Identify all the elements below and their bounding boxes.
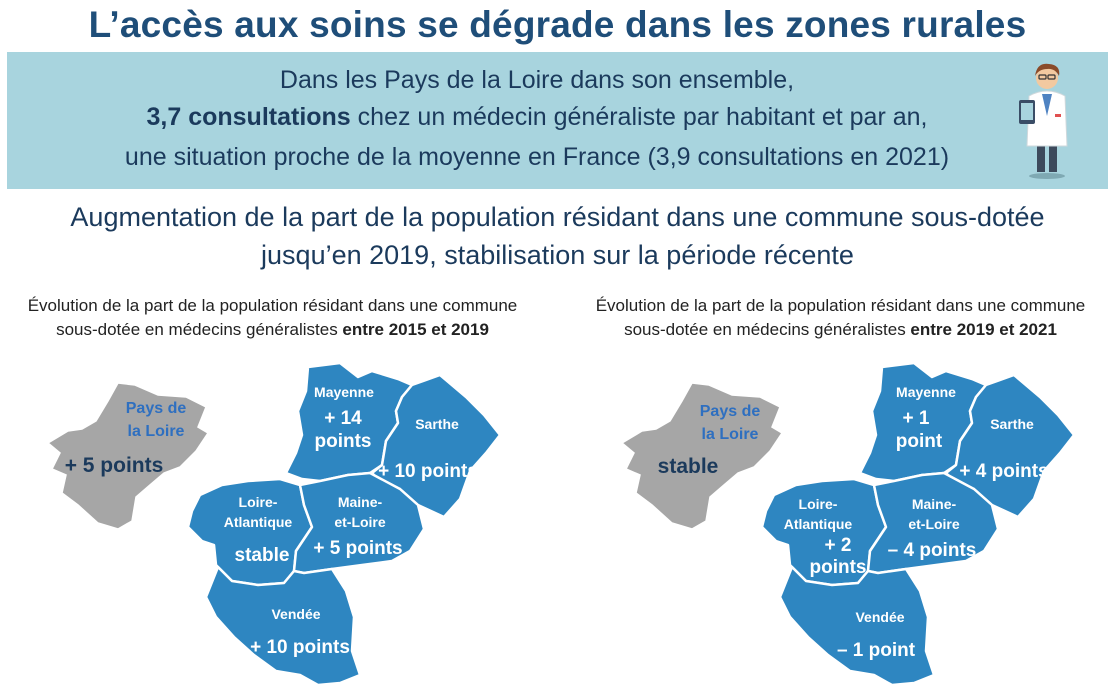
value-mayenne-line-2: point: [896, 431, 943, 452]
map-2015-2019: Pays de la Loire + 5 points Mayenne + 14…: [46, 361, 502, 687]
map-1-caption-line-1: Évolution de la part de la population ré…: [27, 296, 518, 315]
map-2-caption: Évolution de la part de la population ré…: [568, 294, 1113, 342]
map-1-caption-period: entre 2015 et 2019: [342, 320, 489, 339]
region-value: + 5 points: [65, 454, 164, 477]
label-sarthe: Sarthe: [415, 416, 459, 432]
value-loire-atlantique-line-1: stable: [235, 545, 290, 566]
value-mayenne-line-1: + 14: [324, 408, 362, 429]
label-maine-et-loire-line-1: Maine-: [912, 496, 957, 512]
region-silhouette: [46, 382, 210, 530]
map-1-caption-text: sous-dotée en médecins généralistes: [56, 320, 343, 339]
doctor-icon: [1019, 63, 1068, 179]
banner-line-2: 3,7 consultations chez un médecin généra…: [7, 103, 1067, 132]
dept-vendee: [204, 565, 362, 687]
map-2-caption-text: sous-dotée en médecins généralistes: [624, 320, 911, 339]
map-2019-2021: Pays de la Loire stable Mayenne + 1 poin…: [620, 361, 1076, 687]
value-vendee: – 1 point: [837, 640, 916, 661]
banner-line-3: une situation proche de la moyenne en Fr…: [124, 143, 950, 171]
dept-maine-et-loire: [866, 471, 1000, 575]
banner-line-2-rest: chez un médecin généraliste par habitant…: [350, 103, 928, 131]
map-2-caption-line-1: Évolution de la part de la population ré…: [595, 296, 1086, 315]
value-maine-et-loire: – 4 points: [888, 540, 977, 561]
label-vendee: Vendée: [855, 609, 904, 625]
value-vendee: + 10 points: [250, 637, 350, 658]
label-maine-et-loire-line-2: et-Loire: [334, 514, 386, 530]
page-title: L’accès aux soins se dégrade dans les zo…: [88, 4, 1027, 45]
banner-highlight: 3,7 consultations: [146, 103, 351, 131]
label-vendee: Vendée: [271, 606, 320, 622]
dept-vendee: [778, 565, 936, 687]
label-loire-atlantique-line-2: Atlantique: [224, 514, 293, 530]
dept-maine-et-loire: [292, 471, 426, 575]
label-mayenne: Mayenne: [896, 384, 956, 400]
region-name-line-1: Pays de: [700, 403, 761, 420]
region-silhouette: [620, 382, 784, 530]
value-loire-atlantique-line-1: + 2: [825, 535, 852, 556]
map-1-caption-line-2: sous-dotée en médecins généralistes entr…: [0, 318, 545, 342]
label-maine-et-loire-line-1: Maine-: [338, 494, 383, 510]
label-maine-et-loire-line-2: et-Loire: [908, 516, 960, 532]
subtitle-line-1: Augmentation de la part de la population…: [70, 202, 1045, 232]
value-maine-et-loire: + 5 points: [313, 538, 402, 559]
info-banner: Dans les Pays de la Loire dans son ensem…: [7, 52, 1108, 189]
value-sarthe: + 4 points: [959, 461, 1048, 482]
label-loire-atlantique-line-1: Loire-: [239, 494, 278, 510]
value-sarthe: + 10 points: [378, 461, 478, 482]
map-1-caption: Évolution de la part de la population ré…: [0, 294, 545, 342]
label-loire-atlantique-line-1: Loire-: [799, 496, 838, 512]
label-mayenne: Mayenne: [314, 384, 374, 400]
map-2-caption-period: entre 2019 et 2021: [910, 320, 1057, 339]
banner-line-1: Dans les Pays de la Loire dans son ensem…: [279, 66, 795, 94]
region-name-line-2: la Loire: [702, 426, 759, 443]
value-loire-atlantique-line-2: points: [810, 557, 867, 578]
map-2-caption-line-2: sous-dotée en médecins généralistes entr…: [568, 318, 1113, 342]
label-loire-atlantique-line-2: Atlantique: [784, 516, 853, 532]
region-value: stable: [658, 455, 719, 478]
label-sarthe: Sarthe: [990, 416, 1034, 432]
subtitle-line-2: jusqu’en 2019, stabilisation sur la péri…: [261, 240, 854, 270]
value-mayenne-line-2: points: [315, 431, 372, 452]
region-name-line-2: la Loire: [128, 423, 185, 440]
value-mayenne-line-1: + 1: [903, 408, 930, 429]
region-name-line-1: Pays de: [126, 400, 187, 417]
